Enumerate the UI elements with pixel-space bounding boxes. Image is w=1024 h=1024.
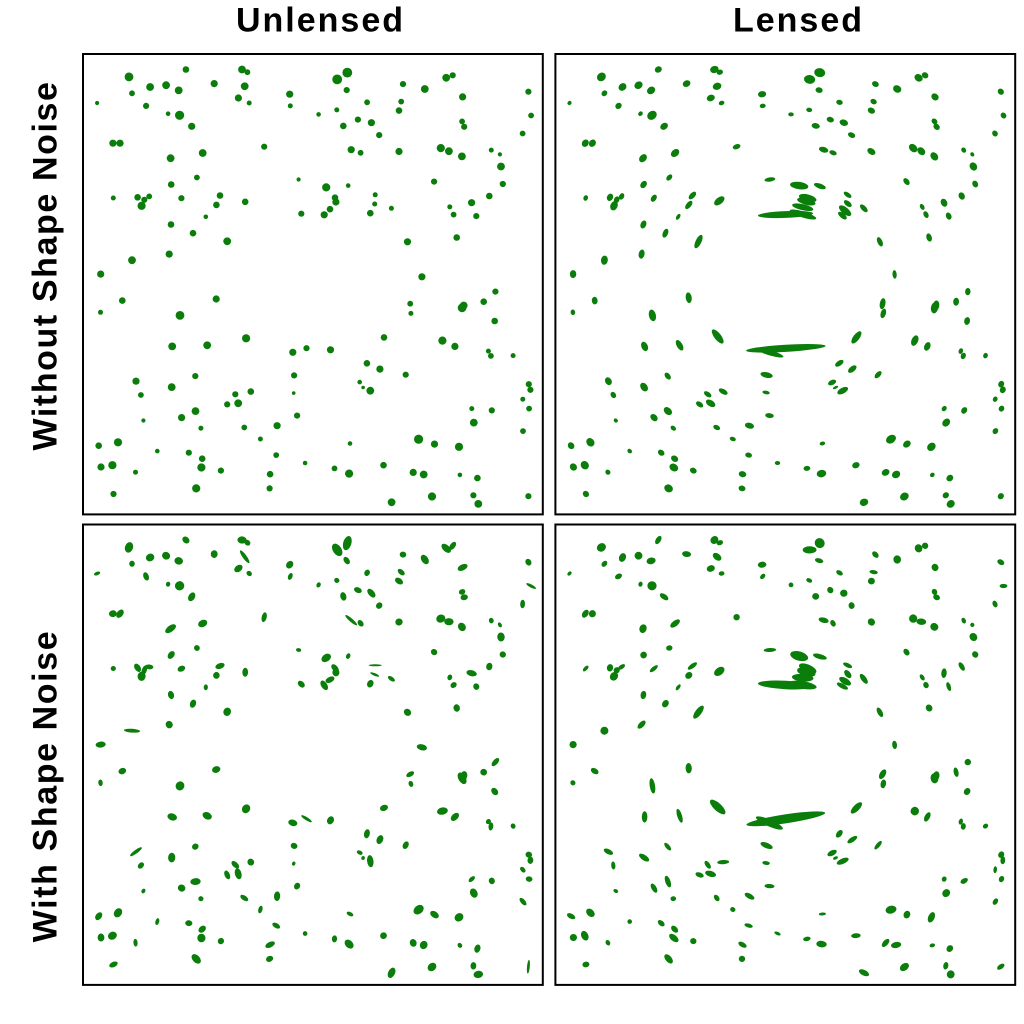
svg-text:Lensed: Lensed <box>733 2 864 40</box>
svg-text:With Shape Noise: With Shape Noise <box>27 630 65 942</box>
svg-text:Unlensed: Unlensed <box>236 2 405 40</box>
svg-text:Without Shape Noise: Without Shape Noise <box>27 80 65 450</box>
